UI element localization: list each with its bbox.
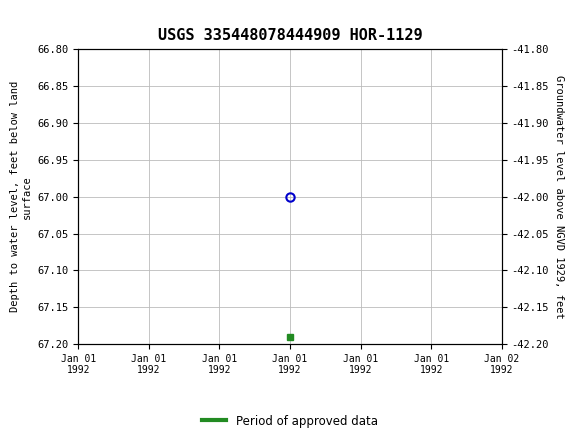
Y-axis label: Groundwater level above NGVD 1929, feet: Groundwater level above NGVD 1929, feet (554, 75, 564, 319)
Legend: Period of approved data: Period of approved data (198, 410, 382, 430)
Y-axis label: Depth to water level, feet below land
surface: Depth to water level, feet below land su… (10, 81, 32, 312)
Title: USGS 335448078444909 HOR-1129: USGS 335448078444909 HOR-1129 (158, 28, 422, 43)
Text: USGS: USGS (39, 6, 103, 25)
